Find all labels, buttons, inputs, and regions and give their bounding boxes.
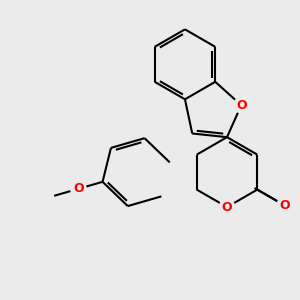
Text: O: O [279,199,290,212]
Circle shape [71,181,86,196]
Circle shape [277,198,292,213]
Text: O: O [73,182,84,195]
Circle shape [219,200,235,215]
Text: O: O [222,201,232,214]
Text: O: O [236,99,247,112]
Circle shape [233,98,249,113]
